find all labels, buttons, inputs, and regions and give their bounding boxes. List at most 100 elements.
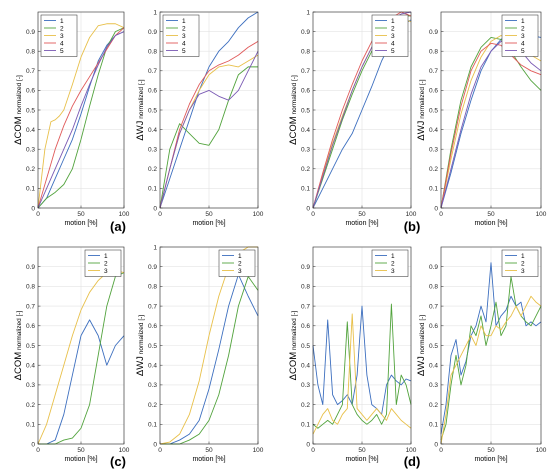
chart-7: 0 50 100 0 0.1 0.2 0.3 0.4 0.5 0.6 0.7 0.8 0.9 motion… xyxy=(288,246,417,463)
series-line-2 xyxy=(440,276,542,441)
x-tick-label: 100 xyxy=(536,211,547,218)
x-tick-label: 0 xyxy=(439,211,443,218)
y-tick-label: 0.8 xyxy=(429,284,438,291)
x-axis-label: motion [%] xyxy=(64,456,97,463)
y-axis-label-symbol: ΔCOM xyxy=(288,116,299,145)
legend-label-1: 1 xyxy=(104,253,108,260)
y-tick-label: 0.9 xyxy=(429,264,438,271)
y-tick-label: 0.1 xyxy=(26,186,35,193)
series-line-2 xyxy=(159,66,258,209)
legend-label-3: 3 xyxy=(391,33,395,40)
y-tick-label: 0.6 xyxy=(26,88,35,95)
legend-label-3: 3 xyxy=(391,268,395,275)
y-axis-label-unit: normalized [-] xyxy=(291,310,298,351)
x-tick-label: 0 xyxy=(158,211,162,218)
panel-label-c: (c) xyxy=(110,454,126,469)
y-tick-label: 0.2 xyxy=(148,402,157,409)
chart-3: 0 50 100 0 0.1 0.2 0.3 0.4 0.5 0.6 0.7 0.8 0.9 1 motio… xyxy=(288,9,417,227)
y-tick-label: 0.6 xyxy=(148,88,157,95)
legend-label-2: 2 xyxy=(60,25,64,32)
y-tick-label: 0.5 xyxy=(148,343,157,350)
legend-label-1: 1 xyxy=(521,18,525,25)
y-tick-label: 0.5 xyxy=(26,343,35,350)
y-axis-label: ΔCOM normalized [-] xyxy=(13,310,24,380)
legend-label-3: 3 xyxy=(104,268,108,275)
y-axis-label-symbol: ΔCOM xyxy=(13,352,24,381)
y-tick-label: 0.3 xyxy=(148,382,157,389)
y-tick-label: 0.7 xyxy=(148,303,157,310)
y-tick-label: 0.9 xyxy=(148,29,157,36)
y-tick-label: 0.9 xyxy=(301,264,310,271)
series-line-2 xyxy=(37,27,125,209)
x-tick-label: 100 xyxy=(253,447,264,454)
y-axis-label-unit: normalized [-] xyxy=(419,79,426,120)
x-tick-label: 50 xyxy=(358,211,366,218)
y-tick-label: 0.9 xyxy=(429,29,438,36)
y-tick-label: 0.6 xyxy=(26,323,35,330)
series-line-3 xyxy=(440,295,542,445)
y-tick-label: 0 xyxy=(434,205,438,212)
x-tick-label: 50 xyxy=(77,447,85,454)
x-tick-label: 0 xyxy=(36,211,40,218)
y-tick-label: 0.4 xyxy=(148,127,157,134)
y-tick-label: 0.8 xyxy=(26,284,35,291)
y-tick-label: 0.7 xyxy=(429,303,438,310)
x-tick-label: 50 xyxy=(487,447,495,454)
series-line-3 xyxy=(37,23,125,209)
y-tick-label: 0.5 xyxy=(429,107,438,114)
y-tick-label: 0.7 xyxy=(301,68,310,75)
y-tick-label: 0.6 xyxy=(301,323,310,330)
x-tick-label: 0 xyxy=(158,447,162,454)
series-line-2 xyxy=(312,303,412,429)
legend-label-1: 1 xyxy=(391,253,395,260)
legend-label-5: 5 xyxy=(521,48,525,55)
y-tick-label: 0.8 xyxy=(301,284,310,291)
y-axis-label-symbol: ΔCOM xyxy=(288,352,299,381)
y-tick-label: 0.5 xyxy=(301,343,310,350)
y-axis-label-symbol: ΔWJ xyxy=(416,120,427,140)
series-line-5 xyxy=(159,50,259,209)
y-axis-label-symbol: ΔCOM xyxy=(13,116,24,145)
legend-label-2: 2 xyxy=(391,260,395,267)
y-tick-label: 0.9 xyxy=(301,29,310,36)
series-line-1 xyxy=(160,274,259,445)
x-tick-label: 100 xyxy=(119,447,130,454)
y-tick-label: 0.1 xyxy=(301,422,310,429)
chart-6: 0 50 100 0 0.1 0.2 0.3 0.4 0.5 0.6 0.7 0.8 0.9 1 motio… xyxy=(135,244,264,463)
legend-label-3: 3 xyxy=(238,268,242,275)
y-axis-label: ΔCOM normalized [-] xyxy=(288,75,299,145)
legend-label-4: 4 xyxy=(391,40,395,47)
y-axis-label-unit: normalized [-] xyxy=(291,75,298,116)
series-line-2 xyxy=(440,37,542,209)
y-tick-label: 0.3 xyxy=(26,147,35,154)
x-tick-label: 50 xyxy=(77,211,85,218)
series-line-1 xyxy=(38,319,125,445)
y-tick-label: 0.9 xyxy=(26,29,35,36)
chart-2: 0 50 100 0 0.1 0.2 0.3 0.4 0.5 0.6 0.7 0.8 0.9 1 motio… xyxy=(135,9,264,227)
legend-label-1: 1 xyxy=(60,18,64,25)
y-tick-label: 0 xyxy=(434,441,438,448)
y-tick-label: 0.4 xyxy=(26,363,35,370)
legend-label-3: 3 xyxy=(182,33,186,40)
y-tick-label: 0.4 xyxy=(148,363,157,370)
y-tick-label: 0.5 xyxy=(26,107,35,114)
chart-1: 0 50 100 0 0.1 0.2 0.3 0.4 0.5 0.6 0.7 0.8 0.9 motion… xyxy=(13,11,130,227)
panel-label-a: (a) xyxy=(110,219,126,234)
y-axis-label-unit: normalized [-] xyxy=(419,315,426,356)
y-tick-label: 0.2 xyxy=(26,402,35,409)
y-tick-label: 0.8 xyxy=(429,49,438,56)
series-line-1 xyxy=(440,262,542,435)
legend-label-3: 3 xyxy=(521,268,525,275)
y-tick-label: 0.4 xyxy=(429,127,438,134)
x-tick-label: 100 xyxy=(406,211,417,218)
y-tick-label: 0.2 xyxy=(429,402,438,409)
legend-label-1: 1 xyxy=(238,253,242,260)
y-axis-label: ΔWJ normalized [-] xyxy=(416,79,427,140)
y-tick-label: 0.2 xyxy=(148,166,157,173)
legend-label-5: 5 xyxy=(182,48,186,55)
x-axis-label: motion [%] xyxy=(192,456,225,463)
x-axis-label: motion [%] xyxy=(64,220,97,227)
y-tick-label: 0.1 xyxy=(429,422,438,429)
x-tick-label: 100 xyxy=(536,447,547,454)
